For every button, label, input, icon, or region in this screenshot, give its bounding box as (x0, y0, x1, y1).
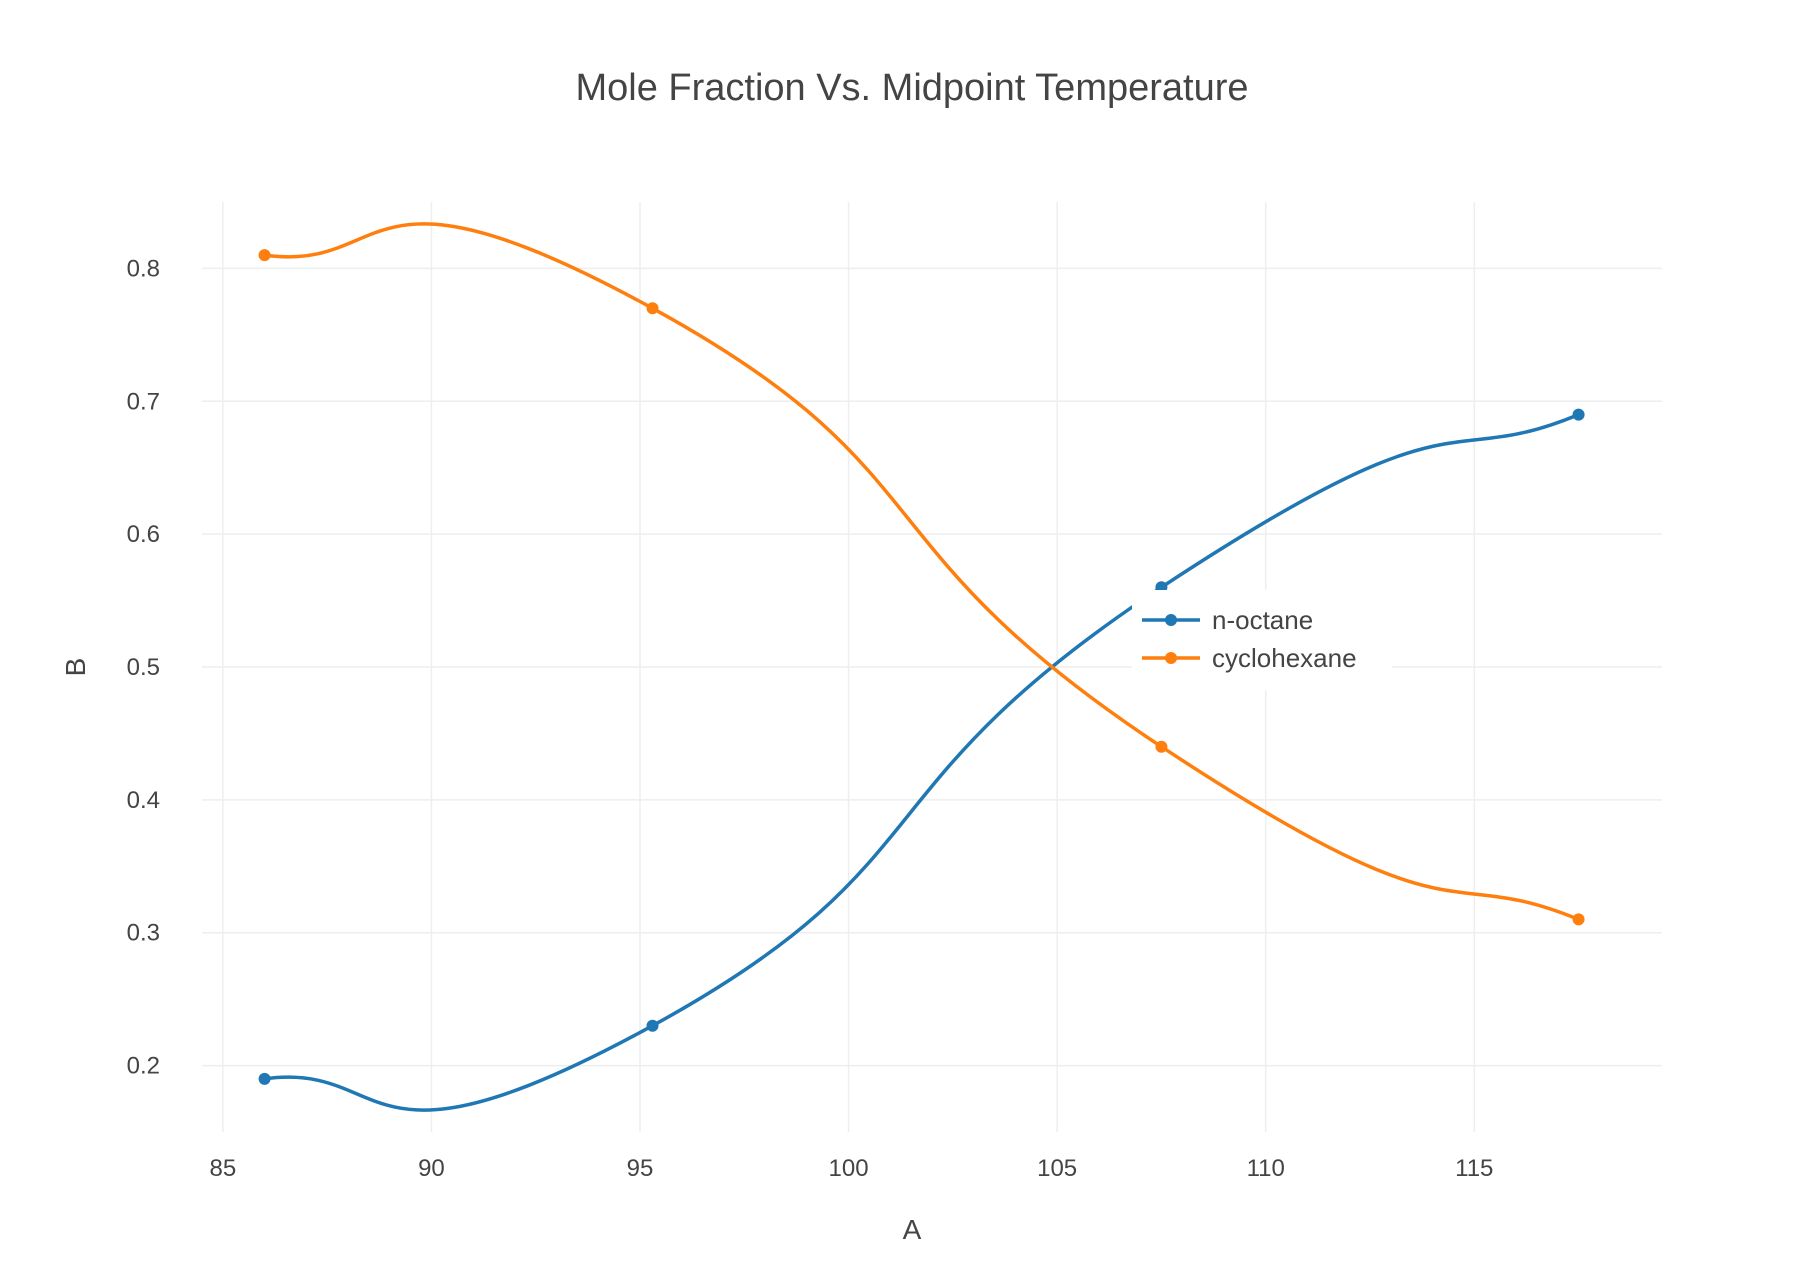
x-tick-label: 85 (210, 1155, 237, 1182)
data-point[interactable] (258, 1072, 271, 1085)
data-point[interactable] (646, 302, 659, 315)
x-tick-label: 105 (1037, 1155, 1077, 1182)
x-tick-label: 110 (1247, 1155, 1285, 1182)
data-point[interactable] (646, 1019, 659, 1032)
x-tick-label: 115 (1455, 1155, 1493, 1182)
y-tick-label: 0.6 (127, 521, 160, 548)
y-tick-label: 0.4 (127, 787, 160, 814)
legend[interactable]: n-octane cyclohexane (1132, 590, 1392, 690)
chart-title: Mole Fraction Vs. Midpoint Temperature (575, 67, 1248, 109)
legend-item[interactable]: n-octane (1142, 605, 1313, 635)
data-point[interactable] (1572, 913, 1585, 926)
series-line (264, 222, 1580, 922)
y-tick-label: 0.3 (127, 920, 160, 947)
y-axis-title: B (60, 658, 91, 677)
x-tick-label: 100 (829, 1155, 869, 1182)
series-line (264, 412, 1580, 1112)
x-tick-label: 90 (418, 1155, 445, 1182)
y-tick-label: 0.8 (127, 255, 160, 282)
legend-item[interactable]: cyclohexane (1142, 643, 1357, 673)
y-tick-label: 0.5 (127, 654, 160, 681)
x-tick-label: 95 (627, 1155, 654, 1182)
y-tick-label: 0.2 (127, 1053, 160, 1080)
legend-label: cyclohexane (1212, 643, 1357, 673)
series-layer (258, 222, 1585, 1112)
y-tick-label: 0.7 (127, 388, 160, 415)
legend-label: n-octane (1212, 605, 1313, 635)
tick-labels: 85 90 95 100 105 110 115 0.2 0.3 0.4 0.5 0.6 0.7 0.8 (127, 255, 1494, 1182)
series-n-octane (258, 408, 1585, 1112)
x-axis-title: A (903, 1214, 922, 1245)
legend-marker (1165, 614, 1177, 626)
data-point[interactable] (258, 249, 271, 262)
series-cyclohexane (258, 222, 1585, 926)
data-point[interactable] (1155, 740, 1168, 753)
legend-background (1132, 590, 1392, 690)
data-point[interactable] (1572, 408, 1585, 421)
legend-marker (1165, 652, 1177, 664)
